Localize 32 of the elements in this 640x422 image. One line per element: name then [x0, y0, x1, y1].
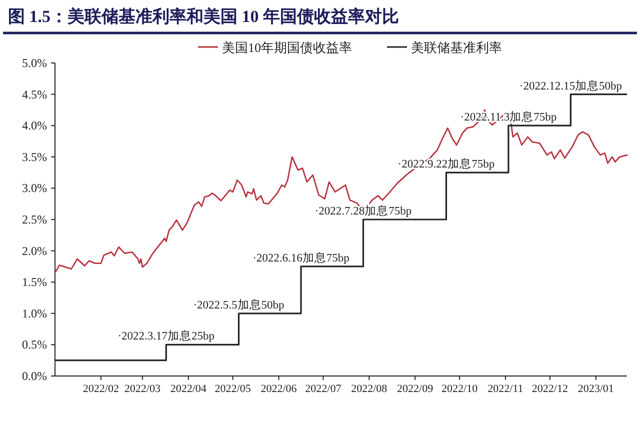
y-tick-label: 5.0% — [22, 56, 47, 70]
x-tick-label: 2022/06 — [260, 383, 298, 395]
y-tick-label: 2.0% — [22, 244, 47, 258]
x-tick-label: 2022/03 — [124, 383, 161, 395]
chart-title: 图 1.5：美联储基准利率和美国 10 年国债收益率对比 — [8, 7, 399, 26]
y-tick-label: 4.0% — [22, 118, 47, 133]
y-tick-label: 2.5% — [22, 212, 47, 226]
y-tick-label: 1.0% — [22, 306, 47, 320]
annotation: ·2022.7.28加息75bp — [314, 204, 412, 218]
y-tick-label: 1.5% — [22, 275, 47, 290]
y-tick-label: 3.0% — [22, 181, 47, 196]
y-tick-label: 0.0% — [22, 369, 47, 383]
x-tick-label: 2022/10 — [442, 383, 478, 395]
x-tick-label: 2022/08 — [351, 383, 388, 395]
x-tick-label: 2023/01 — [578, 383, 614, 395]
legend-label: 美联储基准利率 — [411, 40, 502, 55]
y-tick-label: 0.5% — [22, 338, 47, 352]
x-tick-label: 2022/07 — [305, 383, 342, 395]
x-tick-label: 2022/04 — [170, 383, 207, 395]
annotation: ·2022.3.17加息25bp — [118, 330, 215, 343]
legend-label: 美国10年期国债收益率 — [222, 40, 352, 55]
x-tick-label: 2022/09 — [397, 383, 434, 395]
x-tick-label: 2022/05 — [214, 383, 252, 395]
annotation: ·2022.12.15加息50bp — [519, 79, 622, 92]
annotation: ·2022.5.5加息50bp — [193, 298, 285, 312]
x-tick-label: 2022/12 — [532, 383, 568, 395]
line-series — [54, 109, 628, 274]
x-tick-label: 2022/02 — [82, 383, 119, 395]
x-tick-label: 2022/11 — [488, 383, 524, 395]
y-tick-label: 3.5% — [22, 150, 47, 164]
y-tick-label: 4.5% — [22, 87, 47, 102]
annotation: ·2022.6.16加息75bp — [252, 251, 350, 264]
